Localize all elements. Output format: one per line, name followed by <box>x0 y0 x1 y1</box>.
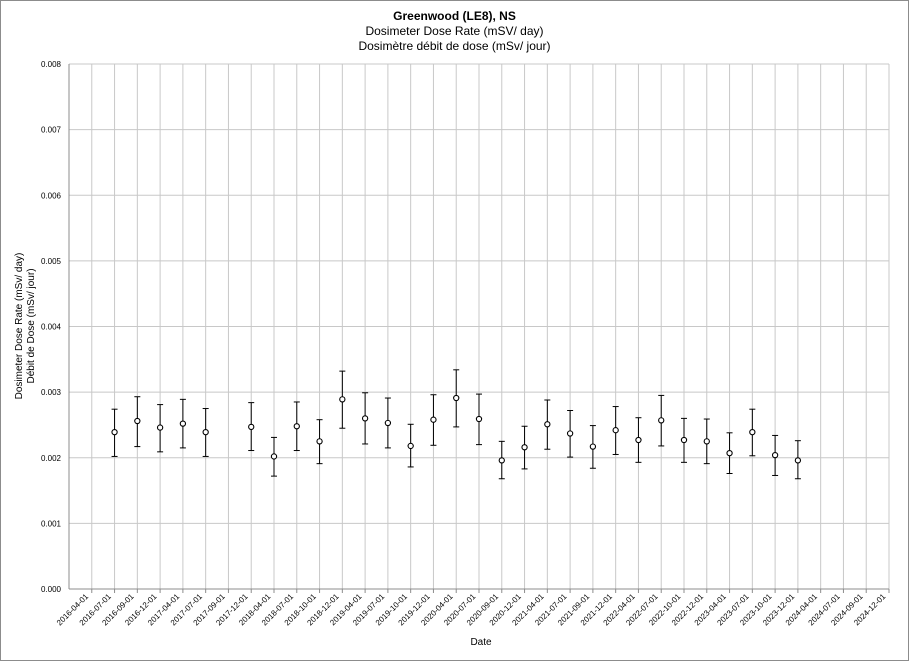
data-point <box>635 436 642 444</box>
y-tick-label: 0.001 <box>41 519 62 528</box>
data-point <box>703 438 710 445</box>
data-point <box>407 442 414 450</box>
y-axis-title-en: Dosimeter Dose Rate (mSv/ day) <box>14 253 25 400</box>
chart-subtitle-fr: Dosimètre débit de dose (mSv/ jour) <box>358 39 551 53</box>
y-tick-label: 0.007 <box>41 126 62 135</box>
data-point <box>566 430 574 437</box>
data-point <box>749 429 756 436</box>
axis-layer <box>68 64 890 593</box>
data-point <box>270 453 278 460</box>
data-point <box>134 417 141 425</box>
data-point <box>589 443 597 450</box>
y-tick-label: 0.002 <box>41 454 62 463</box>
y-tick-label: 0.004 <box>41 323 62 332</box>
data-point <box>498 457 505 464</box>
data-point <box>794 457 802 464</box>
data-point <box>111 429 118 436</box>
data-point <box>726 450 733 457</box>
data-point <box>339 396 346 403</box>
grid-layer <box>69 63 890 590</box>
data-point <box>521 444 528 451</box>
y-tick-label: 0.005 <box>41 257 62 266</box>
data-point <box>453 394 460 402</box>
data-point <box>612 427 619 434</box>
data-point <box>361 415 369 422</box>
axis-labels: Date Dosimeter Dose Rate (mSv/ day) Débi… <box>14 60 888 648</box>
y-axis-title-fr: Débit de Dose (mSv/ jour) <box>26 268 37 383</box>
y-tick-label: 0.003 <box>41 388 62 397</box>
data-marks <box>111 369 802 480</box>
data-point <box>202 429 209 436</box>
data-point <box>544 421 551 428</box>
data-point <box>430 416 437 423</box>
chart-title: Greenwood (LE8), NS <box>393 9 516 23</box>
data-point <box>658 417 665 424</box>
data-point <box>384 419 392 427</box>
data-point <box>248 423 255 431</box>
data-point <box>680 436 688 444</box>
data-point <box>179 420 187 427</box>
chart-subtitle-en: Dosimeter Dose Rate (mSV/ day) <box>365 24 544 38</box>
y-tick-label: 0.006 <box>41 191 62 200</box>
data-point <box>475 415 483 423</box>
x-axis-title: Date <box>470 637 492 648</box>
data-point <box>293 423 300 430</box>
data-point <box>771 451 779 459</box>
data-point <box>156 424 164 431</box>
y-tick-label: 0.008 <box>41 60 62 69</box>
data-point <box>316 438 323 445</box>
y-tick-label: 0.000 <box>41 585 62 594</box>
